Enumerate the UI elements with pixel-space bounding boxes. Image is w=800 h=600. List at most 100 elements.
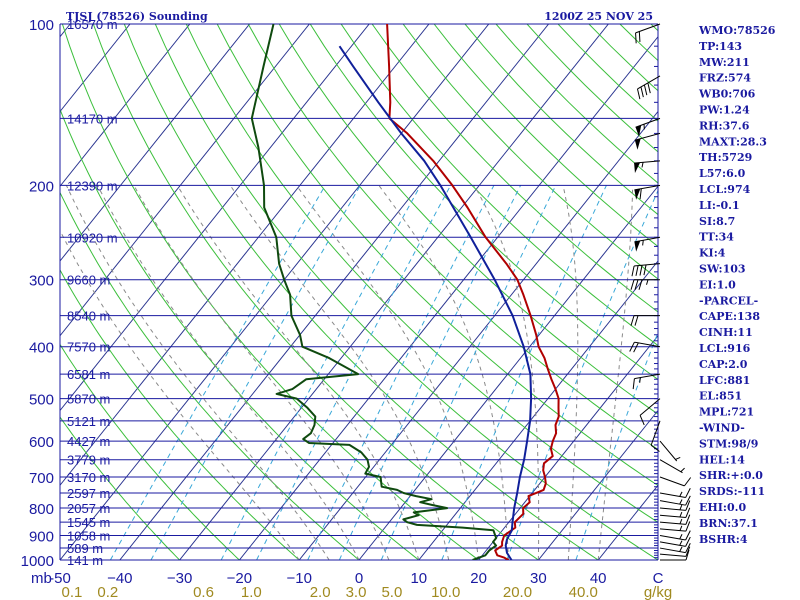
index-value: MW:211: [699, 56, 750, 69]
wind-barb-staff: [659, 521, 686, 525]
wind-barb-staff: [659, 528, 686, 532]
wind-barb: [629, 341, 661, 353]
index-value: KI:4: [699, 247, 726, 260]
wind-barb: [659, 514, 691, 525]
wind-barb: [634, 132, 661, 150]
moist-adiabat: [562, 185, 579, 560]
wind-barb-half-feather: [675, 456, 681, 460]
height-label: 12390 m: [67, 178, 118, 193]
height-label: 1545 m: [67, 515, 110, 530]
mixing-ratio-label: 5.0: [381, 584, 402, 600]
mixing-ratio-line: [307, 185, 495, 560]
height-label: 589 m: [67, 541, 103, 556]
wind-barb-feather: [639, 265, 643, 276]
moist-adiabat: [65, 185, 330, 560]
wind-barb-staff: [659, 541, 686, 547]
pressure-unit-label: mb: [31, 570, 52, 587]
wind-barb-staff: [634, 263, 661, 267]
index-value: CINH:11: [699, 326, 753, 339]
height-label: 4427 m: [67, 434, 110, 449]
mixing-ratio-label: 0.1: [62, 584, 83, 600]
wind-barb: [630, 315, 660, 326]
wind-barb-feather: [629, 341, 635, 352]
height-label: 3170 m: [67, 470, 110, 485]
index-value: SHR:+:0.0: [699, 469, 763, 482]
temperature-tick-label: −10: [286, 570, 311, 587]
moist-adiabat: [597, 185, 634, 560]
index-value: EI:1.0: [699, 278, 736, 291]
wind-barb-feather: [685, 500, 691, 511]
mixing-ratio-label: g/kg: [644, 584, 672, 600]
wind-barb-feather: [685, 487, 691, 498]
wind-barb: [632, 373, 661, 390]
wind-barb: [634, 236, 661, 252]
wind-barb: [659, 500, 691, 511]
wind-barb-feather: [634, 279, 639, 290]
dry-adiabat: [185, 24, 658, 523]
index-value: EHI:0.0: [699, 501, 746, 514]
dry-adiabat: [123, 24, 599, 560]
wind-barb: [659, 487, 691, 499]
height-labels: 16570 m 14170 m 12390 m 10920 m 9660 m 8540 m…: [67, 17, 118, 568]
wind-barb-half-feather: [679, 511, 683, 518]
isotherm: [60, 24, 191, 188]
wind-barb-feather: [685, 514, 691, 525]
dry-adiabat: [588, 24, 658, 92]
isotherm: [298, 110, 658, 560]
mixing-ratio-label: 3.0: [346, 584, 367, 600]
dry-adiabat: [154, 24, 658, 560]
indices-panel: WMO:78526 TP:143 MW:211 FRZ:574 WB0:706 PW:1.…: [698, 24, 776, 546]
moist-adiabat: [176, 185, 420, 560]
isotherm: [239, 35, 658, 560]
wind-barb-feather: [685, 536, 691, 547]
wind-barb-staff: [659, 507, 686, 511]
isotherm: [119, 24, 549, 560]
index-value: LCL:916: [699, 342, 751, 355]
temperature-tick-label: 30: [530, 570, 547, 587]
wind-barb-half-feather: [679, 518, 683, 525]
pressure-tick-label: 600: [29, 434, 54, 451]
index-value: LI:-0.1: [699, 199, 740, 212]
index-value: WMO:78526: [698, 24, 776, 37]
wind-barb-staff: [634, 373, 661, 380]
wind-barb: [635, 117, 661, 137]
index-value: LCL:974: [699, 183, 751, 196]
wind-barb-feather: [632, 378, 635, 390]
wind-barb: [634, 184, 661, 200]
wind-barb-feather: [684, 477, 692, 487]
wind-barb-feather: [685, 507, 691, 518]
mixing-ratio-line: [220, 185, 421, 560]
temperature-tick-label: 40: [590, 570, 607, 587]
mixing-ratio-line: [575, 331, 658, 560]
index-value: L57:6.0: [699, 167, 746, 180]
isotherm: [418, 260, 658, 560]
height-label: 14170 m: [67, 111, 118, 126]
height-label: 3779 m: [67, 453, 110, 468]
mixing-ratio-line: [338, 185, 522, 560]
wind-barb: [650, 420, 661, 452]
wind-barb: [659, 476, 692, 487]
wind-barb: [659, 459, 685, 474]
wind-barb-staff: [659, 500, 686, 506]
wind-barb-pennant: [634, 138, 641, 150]
moist-adiabat: [295, 185, 480, 560]
index-value: MPL:721: [699, 406, 754, 419]
moist-adiabat: [97, 185, 360, 560]
wind-barb: [630, 279, 660, 290]
wind-barb-feather: [640, 86, 644, 98]
index-value: SI:8.7: [699, 215, 735, 228]
temperature-tick-label: 10: [410, 570, 427, 587]
wind-barb-staff: [659, 514, 686, 518]
index-value: -PARCEL-: [699, 294, 758, 307]
pressure-tick-label: 700: [29, 470, 54, 487]
pressure-tick-label: 1000: [21, 553, 54, 570]
chart-grid: [60, 24, 658, 560]
wind-barb-half-feather: [680, 467, 685, 473]
height-label: 141 m: [67, 553, 103, 568]
wind-barb-feather: [643, 264, 647, 276]
index-value: SW:103: [699, 263, 746, 276]
pressure-tick-label: 500: [29, 392, 54, 409]
wind-barb: [659, 536, 691, 547]
pressure-tick-label: 900: [29, 528, 54, 545]
